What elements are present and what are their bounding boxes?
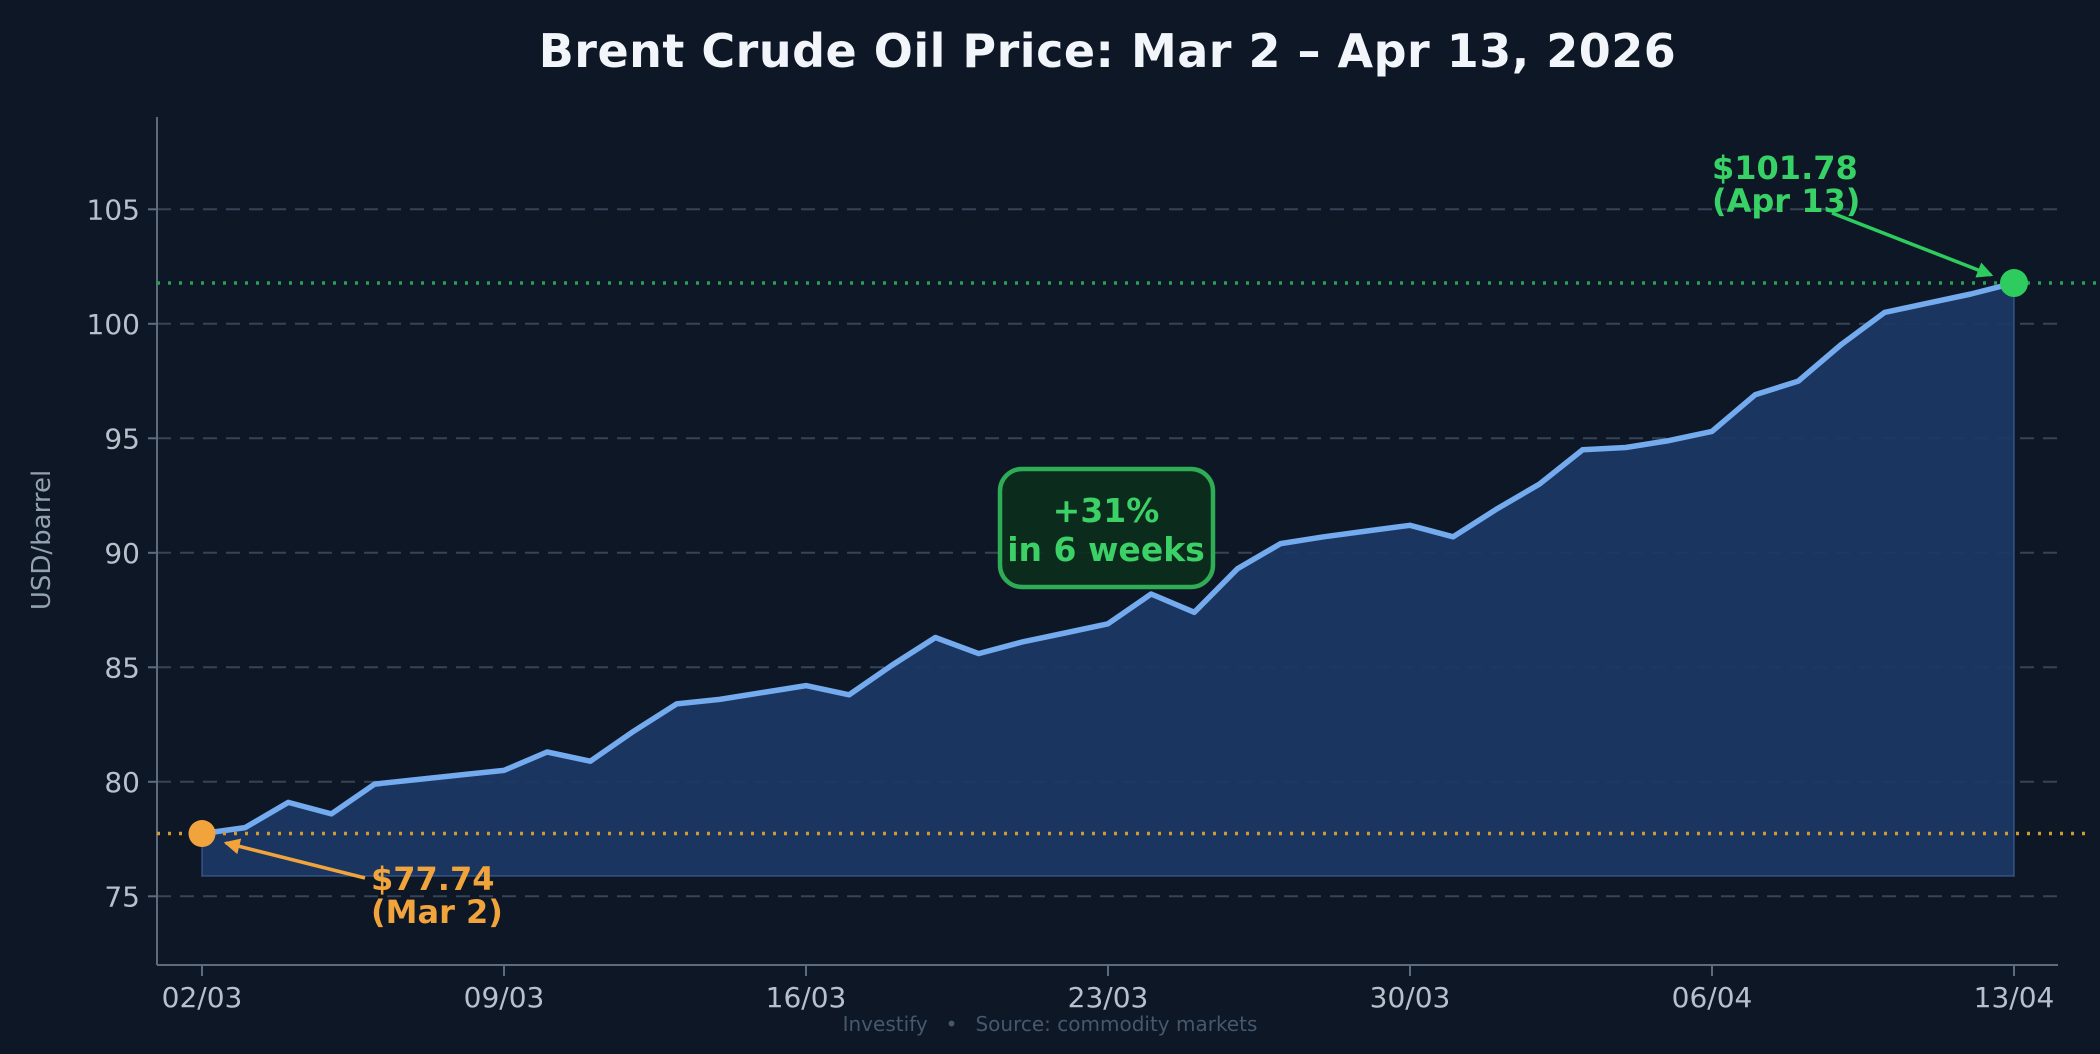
gain-badge-line2: in 6 weeks bbox=[1007, 530, 1205, 569]
y-tick-label: 90 bbox=[104, 537, 140, 570]
y-tick-label: 80 bbox=[104, 766, 140, 799]
x-tick-label: 16/03 bbox=[766, 981, 847, 1014]
x-tick-label: 06/04 bbox=[1672, 981, 1753, 1014]
y-tick-label: 85 bbox=[104, 651, 140, 684]
x-tick-label: 09/03 bbox=[464, 981, 545, 1014]
y-tick-label: 100 bbox=[87, 308, 140, 341]
start-annotation-arrow bbox=[223, 838, 366, 880]
end-annotation-arrow bbox=[1831, 211, 1994, 278]
x-tick-label: 02/03 bbox=[162, 981, 243, 1014]
x-tick-label: 23/03 bbox=[1068, 981, 1149, 1014]
end-annotation-date: (Apr 13) bbox=[1712, 182, 1860, 220]
start-annotation-date: (Mar 2) bbox=[371, 893, 503, 931]
end-point-marker bbox=[2000, 269, 2028, 298]
end-annotation-price: $101.78 bbox=[1712, 149, 1858, 187]
price-line bbox=[199, 280, 2017, 837]
y-tick-label: 75 bbox=[104, 880, 140, 913]
x-tick-label: 13/04 bbox=[1974, 981, 2055, 1014]
gain-badge-line1: +31% bbox=[1053, 491, 1160, 530]
footer-source: Source: commodity markets bbox=[975, 1012, 1258, 1036]
y-tick-label: 95 bbox=[104, 422, 140, 455]
start-annotation-price: $77.74 bbox=[371, 860, 494, 898]
chart-footer: Investify • Source: commodity markets bbox=[0, 1012, 2100, 1036]
start-point-marker bbox=[188, 820, 216, 848]
footer-separator-icon: • bbox=[945, 1012, 958, 1036]
y-tick-label: 105 bbox=[87, 193, 140, 226]
chart-title: Brent Crude Oil Price: Mar 2 – Apr 13, 2… bbox=[538, 24, 1677, 78]
footer-brand: Investify bbox=[842, 1012, 928, 1036]
y-axis-title: USD/barrel bbox=[27, 470, 57, 610]
gain-badge bbox=[997, 466, 1216, 590]
x-tick-label: 30/03 bbox=[1370, 981, 1451, 1014]
